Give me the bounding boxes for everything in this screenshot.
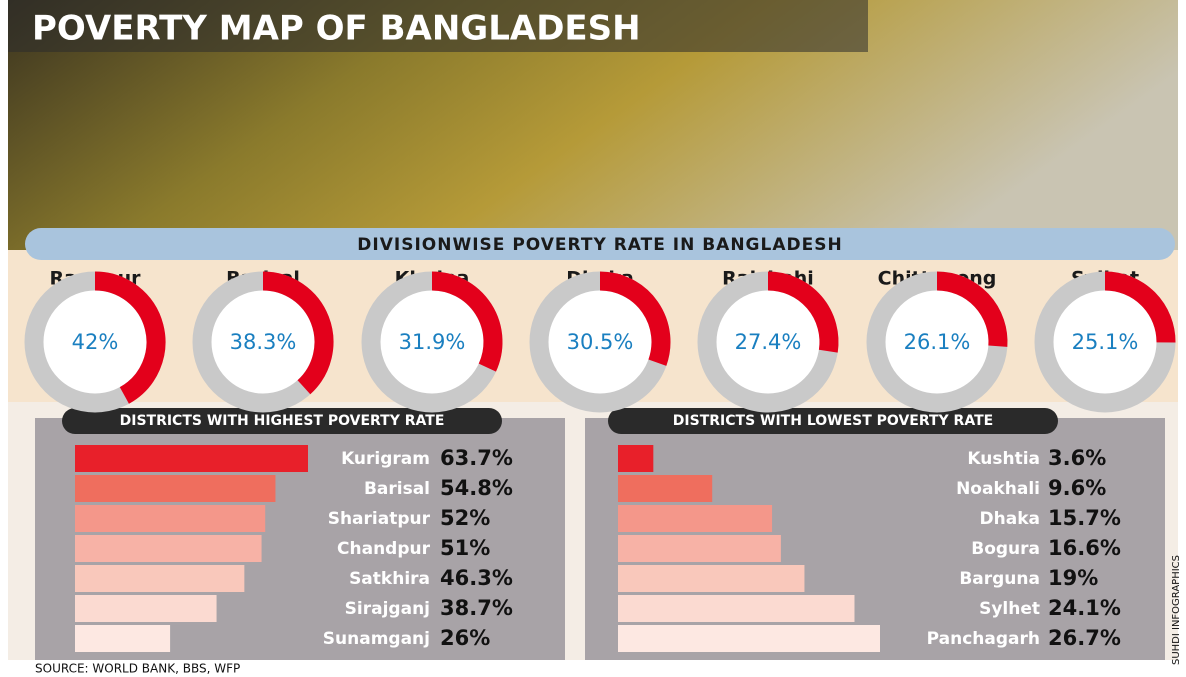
bar-value: 54.8% (440, 476, 513, 500)
bar (618, 475, 713, 502)
donut-arc (431, 271, 503, 372)
donut-label: 38.3% (230, 330, 297, 354)
district-name: Noakhali (956, 479, 1040, 499)
bar-value: 19% (1048, 566, 1098, 590)
bar-value: 16.6% (1048, 536, 1121, 560)
bar (75, 595, 217, 622)
bar (75, 445, 308, 472)
donut-arc (1104, 271, 1176, 343)
donut-label: 31.9% (399, 330, 466, 354)
district-name: Shariatpur (328, 509, 431, 529)
bar (75, 535, 262, 562)
banner (25, 228, 1175, 260)
credit: SUHDI INFOGRAPHICS (1171, 555, 1182, 665)
page-title: POVERTY MAP OF BANGLADESH (32, 9, 641, 49)
bar-value: 63.7% (440, 446, 513, 470)
panel-title: DISTRICTS WITH HIGHEST POVERTY RATE (120, 413, 445, 429)
bar (618, 625, 880, 652)
district-name: Chandpur (337, 539, 431, 559)
donut-label: 25.1% (1072, 330, 1139, 354)
bar (618, 445, 654, 472)
bar-value: 9.6% (1048, 476, 1106, 500)
bar (618, 535, 781, 562)
bar-value: 52% (440, 506, 490, 530)
bar (75, 475, 276, 502)
district-name: Kurigram (341, 449, 430, 469)
district-name: Sylhet (979, 599, 1040, 619)
bar-value: 24.1% (1048, 596, 1121, 620)
district-name: Dhaka (980, 509, 1040, 529)
banner-title: DIVISIONWISE POVERTY RATE IN BANGLADESH (357, 235, 842, 255)
district-name: Satkhira (349, 569, 430, 589)
bar-value: 3.6% (1048, 446, 1106, 470)
bar (75, 505, 266, 532)
donut-label: 42% (72, 330, 119, 354)
bar-value: 15.7% (1048, 506, 1121, 530)
district-name: Panchagarh (927, 629, 1040, 649)
donut-arc (262, 271, 334, 395)
title-band (8, 0, 868, 52)
donut-arc (94, 271, 166, 404)
bar (618, 505, 773, 532)
panel-low-header (608, 408, 1058, 434)
district-name: Bogura (971, 539, 1040, 559)
bar (75, 625, 171, 652)
bar (618, 595, 855, 622)
donut-label: 30.5% (567, 330, 634, 354)
bar-value: 51% (440, 536, 490, 560)
donut-arc (936, 271, 1008, 347)
source: SOURCE: WORLD BANK, BBS, WFP (35, 662, 240, 676)
panel-title: DISTRICTS WITH LOWEST POVERTY RATE (673, 413, 993, 429)
district-name: Sirajganj (345, 599, 430, 619)
district-name: Sunamganj (323, 629, 430, 649)
donut-label: 27.4% (735, 330, 802, 354)
donut-arc (767, 271, 839, 353)
district-name: Kushtia (967, 449, 1040, 469)
panel-high-header (62, 408, 502, 434)
district-name: Barguna (959, 569, 1040, 589)
bar-value: 26% (440, 626, 490, 650)
bar-value: 38.7% (440, 596, 513, 620)
bar-value: 26.7% (1048, 626, 1121, 650)
bar (618, 565, 805, 592)
donut-label: 26.1% (904, 330, 971, 354)
donut-arc (599, 271, 671, 366)
bar (75, 565, 245, 592)
district-name: Barisal (364, 479, 430, 499)
bar-value: 46.3% (440, 566, 513, 590)
